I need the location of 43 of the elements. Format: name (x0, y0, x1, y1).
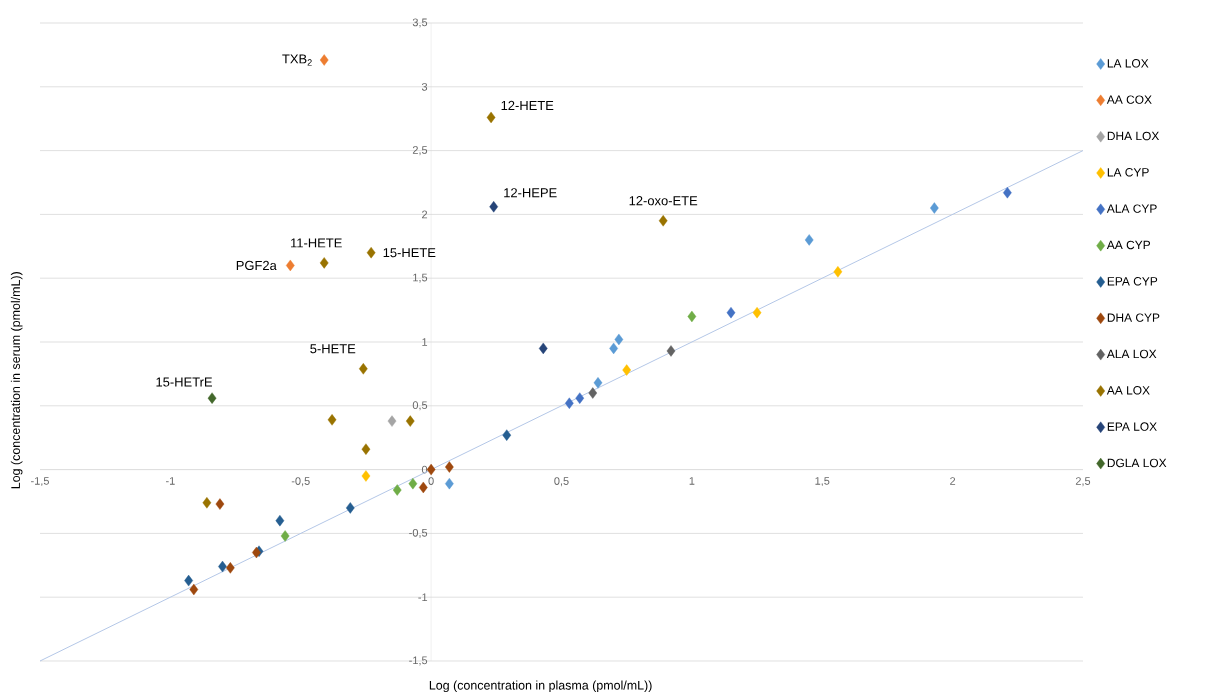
annotation: 15-HETE (383, 248, 436, 258)
annotation: TXB$_{2}$ (282, 54, 312, 66)
y-tick-label: 0 (421, 465, 428, 474)
annotation: 12-HETE (501, 100, 554, 110)
y-tick-label: 0,5 (412, 401, 428, 411)
annotation: 11-HETE (291, 238, 342, 248)
y-tick-label: 1 (422, 338, 428, 346)
annotation: 15-HETrE (156, 377, 213, 387)
x-tick-label: -0,5 (291, 477, 310, 487)
x-tick-label: 1,5 (815, 477, 830, 487)
y-tick-label: -0,5 (409, 528, 428, 538)
y-tick-label: 1,5 (413, 273, 428, 283)
legend-label: EPA LOX (1107, 422, 1157, 431)
y-tick-label: 2,5 (412, 146, 428, 156)
y-tick-label: -1 (418, 593, 428, 601)
legend-label: DHA CYP (1107, 313, 1160, 322)
x-tick-label: 1 (689, 477, 695, 485)
x-tick-label: -1 (165, 477, 175, 485)
annotation: 5-HETE (310, 344, 356, 354)
legend-label: AA LOX (1106, 386, 1150, 395)
legend-label: EPA CYP (1107, 277, 1158, 286)
legend-label: LA CYP (1107, 168, 1149, 177)
x-tick-label: 0 (428, 477, 434, 485)
annotation: 12-HEPE (504, 188, 557, 198)
y-tick-label: 2 (422, 210, 428, 219)
y-tick-label: 3 (421, 82, 428, 91)
legend-label: DGLA LOX (1107, 458, 1167, 468)
annotation: PGF2a (236, 260, 277, 271)
x-tick-label: 2,5 (1075, 477, 1091, 487)
x-tick-label: -1,5 (31, 477, 49, 487)
legend-label: LA LOX (1107, 59, 1149, 68)
legend-label: ALA CYP (1106, 204, 1157, 213)
y-tick-label: 3,5 (412, 18, 428, 28)
legend-label: DHA LOX (1107, 131, 1160, 141)
legend-label: ALA LOX (1106, 349, 1157, 359)
legend-label: AA COX (1106, 95, 1152, 104)
annotation: 12-oxo-ETE (629, 196, 698, 206)
legend-label: AA CYP (1106, 240, 1151, 250)
x-tick-label: 2 (950, 477, 956, 485)
y-tick-label: -1,5 (409, 656, 428, 666)
x-axis-title: Log (concentration in plasma (pmol/mL)) (429, 680, 652, 693)
x-tick-label: 0,5 (554, 477, 569, 487)
y-axis-title: Log (concentration in serum (pmol/mL)) (10, 272, 23, 489)
